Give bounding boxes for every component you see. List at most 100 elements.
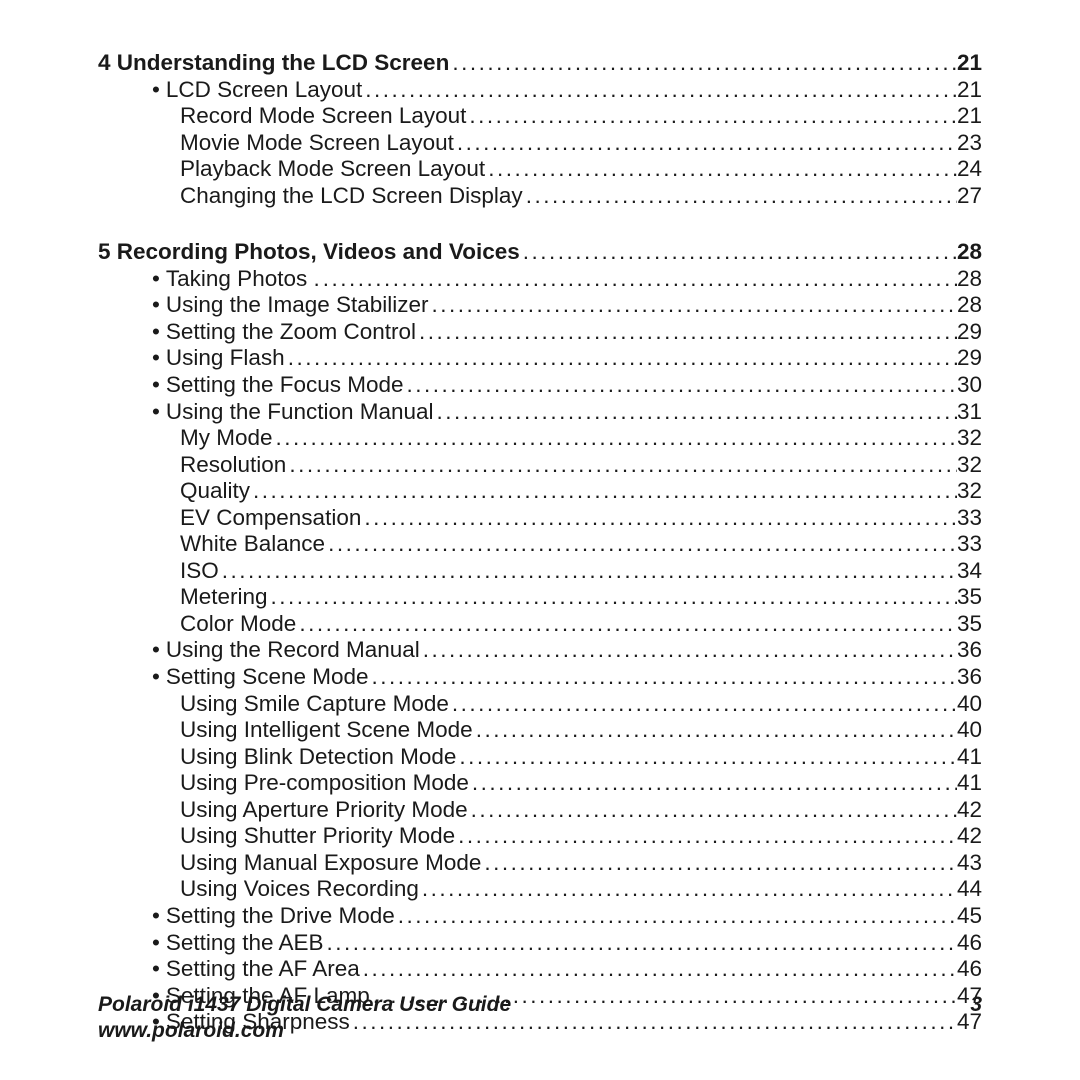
toc-entry-label: Setting the Drive Mode xyxy=(166,903,395,930)
bullet-icon: • xyxy=(152,930,160,957)
bullet-icon: • xyxy=(152,664,160,691)
toc-entry: •Setting the AF Area 46 xyxy=(98,956,982,983)
toc-entry-page: 41 xyxy=(957,770,982,797)
toc-entry-label: White Balance xyxy=(180,531,325,558)
toc-entry-label: Setting the AEB xyxy=(166,930,324,957)
toc-leader xyxy=(395,903,957,930)
toc-entry: White Balance 33 xyxy=(98,531,982,558)
toc-entry: Using Pre-composition Mode 41 xyxy=(98,770,982,797)
toc-entry: •Using the Image Stabilizer 28 xyxy=(98,292,982,319)
toc-entry: My Mode 32 xyxy=(98,425,982,452)
toc-entry-label: Taking Photos . xyxy=(166,266,320,293)
toc-entry-page: 35 xyxy=(957,611,982,638)
toc-entry: Using Smile Capture Mode 40 xyxy=(98,691,982,718)
toc-entry-label: Color Mode xyxy=(180,611,296,638)
toc-entry-label: Using the Record Manual xyxy=(166,637,420,664)
toc-leader xyxy=(268,584,957,611)
toc-leader xyxy=(296,611,957,638)
toc-entry: Changing the LCD Screen Display 27 xyxy=(98,183,982,210)
toc-leader xyxy=(456,744,957,771)
toc-leader xyxy=(250,478,957,505)
toc-entry-label: Using the Image Stabilizer xyxy=(166,292,429,319)
toc-entry-label: Setting the Focus Mode xyxy=(166,372,404,399)
toc-entry-label: Movie Mode Screen Layout xyxy=(180,130,454,157)
toc-entry-label: Quality xyxy=(180,478,250,505)
toc-leader xyxy=(419,876,957,903)
toc-leader xyxy=(485,156,957,183)
toc-entry-page: 28 xyxy=(957,292,982,319)
toc-entry-page: 42 xyxy=(957,797,982,824)
toc-entry: Using Aperture Priority Mode 42 xyxy=(98,797,982,824)
toc-entry-page: 40 xyxy=(957,691,982,718)
toc-entry-label: My Mode xyxy=(180,425,273,452)
toc-entry-label: Changing the LCD Screen Display xyxy=(180,183,523,210)
toc-entry-page: 28 xyxy=(957,266,982,293)
toc-entry-page: 44 xyxy=(957,876,982,903)
toc-entry-page: 45 xyxy=(957,903,982,930)
toc-leader xyxy=(434,399,957,426)
toc-entry-page: 33 xyxy=(957,505,982,532)
toc-entry: Resolution 32 xyxy=(98,452,982,479)
toc-entry-label: Record Mode Screen Layout xyxy=(180,103,466,130)
toc-entry-label: Setting the AF Area xyxy=(166,956,360,983)
toc-leader xyxy=(429,292,957,319)
bullet-icon: • xyxy=(152,372,160,399)
toc-leader xyxy=(420,637,957,664)
toc-entry-page: 32 xyxy=(957,478,982,505)
toc-entry: EV Compensation 33 xyxy=(98,505,982,532)
toc-entry-page: 34 xyxy=(957,558,982,585)
toc-entry-label: Using Blink Detection Mode xyxy=(180,744,456,771)
toc-entry-page: 41 xyxy=(957,744,982,771)
toc-entry-label: Using Pre-composition Mode xyxy=(180,770,469,797)
toc-entry: •LCD Screen Layout 21 xyxy=(98,77,982,104)
toc-entry-page: 42 xyxy=(957,823,982,850)
toc-entry-page: 21 xyxy=(957,77,982,104)
bullet-icon: • xyxy=(152,956,160,983)
toc-entry-page: 32 xyxy=(957,425,982,452)
bullet-icon: • xyxy=(152,292,160,319)
toc-entry-label: Using the Function Manual xyxy=(166,399,434,426)
toc-entry: Using Manual Exposure Mode 43 xyxy=(98,850,982,877)
bullet-icon: • xyxy=(152,77,160,104)
toc-leader xyxy=(219,558,957,585)
toc-leader xyxy=(273,425,957,452)
toc-entry: •Setting the AEB 46 xyxy=(98,930,982,957)
toc-leader xyxy=(369,664,957,691)
toc-entry: Using Voices Recording 44 xyxy=(98,876,982,903)
toc-entry-page: 46 xyxy=(957,930,982,957)
toc-entry-page: 43 xyxy=(957,850,982,877)
toc-entry: •Using the Function Manual 31 xyxy=(98,399,982,426)
toc-entry: •Using Flash 29 xyxy=(98,345,982,372)
toc-entry-label: Using Shutter Priority Mode xyxy=(180,823,455,850)
toc-entry-page: 23 xyxy=(957,130,982,157)
toc-entry-label: Setting the Zoom Control xyxy=(166,319,416,346)
toc-entry: •Setting the Drive Mode 45 xyxy=(98,903,982,930)
toc-leader xyxy=(523,183,957,210)
toc-entry: Using Shutter Priority Mode 42 xyxy=(98,823,982,850)
toc-leader xyxy=(468,797,957,824)
toc-entry-page: 33 xyxy=(957,531,982,558)
toc-entry: •Using the Record Manual 36 xyxy=(98,637,982,664)
toc-leader xyxy=(481,850,957,877)
toc-leader xyxy=(449,691,957,718)
toc-chapter: 5 Recording Photos, Videos and Voices28 xyxy=(98,239,982,266)
toc-leader xyxy=(360,956,957,983)
toc-entry-page: 29 xyxy=(957,345,982,372)
toc-entry-page: 46 xyxy=(957,956,982,983)
bullet-icon: • xyxy=(152,319,160,346)
toc-leader xyxy=(416,319,957,346)
toc-entry-label: Using Intelligent Scene Mode xyxy=(180,717,473,744)
toc-chapter-label: 4 Understanding the LCD Screen xyxy=(98,50,449,77)
toc-entry: Playback Mode Screen Layout 24 xyxy=(98,156,982,183)
toc-entry-page: 27 xyxy=(957,183,982,210)
toc-chapter-page: 28 xyxy=(957,239,982,266)
toc-entry-label: Using Voices Recording xyxy=(180,876,419,903)
toc-entry: ISO 34 xyxy=(98,558,982,585)
bullet-icon: • xyxy=(152,903,160,930)
toc-entry: Metering 35 xyxy=(98,584,982,611)
toc-entry: Using Blink Detection Mode 41 xyxy=(98,744,982,771)
bullet-icon: • xyxy=(152,266,160,293)
footer-url: www.polaroid.com xyxy=(98,1018,511,1044)
toc-entry-page: 30 xyxy=(957,372,982,399)
bullet-icon: • xyxy=(152,399,160,426)
